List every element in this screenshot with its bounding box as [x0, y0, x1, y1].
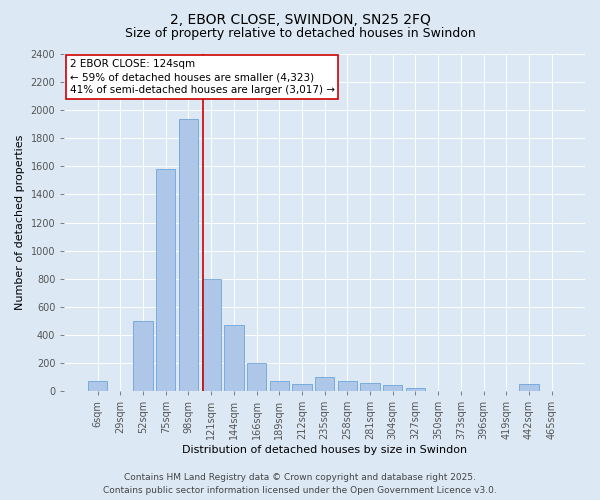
Bar — [179, 118, 198, 391]
Text: Size of property relative to detached houses in Swindon: Size of property relative to detached ho… — [125, 28, 475, 40]
Bar — [315, 377, 334, 391]
Bar — [156, 169, 175, 391]
Bar — [269, 380, 289, 391]
X-axis label: Distribution of detached houses by size in Swindon: Distribution of detached houses by size … — [182, 445, 467, 455]
Bar — [133, 321, 153, 391]
Bar — [202, 278, 221, 391]
Y-axis label: Number of detached properties: Number of detached properties — [15, 135, 25, 310]
Bar — [338, 380, 357, 391]
Bar — [247, 363, 266, 391]
Bar — [406, 388, 425, 391]
Text: 2, EBOR CLOSE, SWINDON, SN25 2FQ: 2, EBOR CLOSE, SWINDON, SN25 2FQ — [170, 12, 430, 26]
Bar — [520, 384, 539, 391]
Text: Contains HM Land Registry data © Crown copyright and database right 2025.
Contai: Contains HM Land Registry data © Crown c… — [103, 474, 497, 495]
Bar — [361, 382, 380, 391]
Bar — [383, 386, 403, 391]
Bar — [88, 380, 107, 391]
Bar — [224, 325, 244, 391]
Bar — [292, 384, 311, 391]
Text: 2 EBOR CLOSE: 124sqm
← 59% of detached houses are smaller (4,323)
41% of semi-de: 2 EBOR CLOSE: 124sqm ← 59% of detached h… — [70, 59, 335, 96]
